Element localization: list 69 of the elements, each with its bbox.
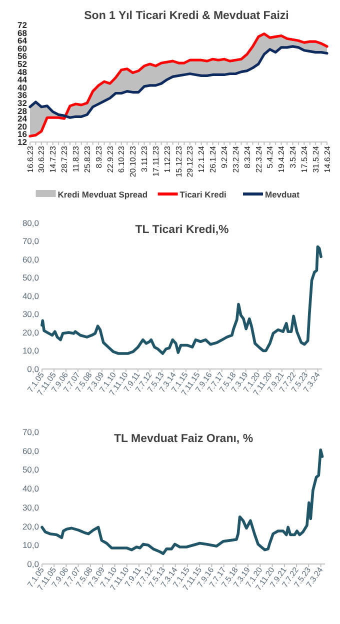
y-tick-label: 48 [18, 66, 28, 77]
x-tick-label: 3.11.23 [140, 145, 150, 172]
y-tick-label: 52 [18, 58, 28, 69]
y-tick-label: 80,0 [22, 218, 40, 228]
chart-title: TL Mevduat Faiz Oranı, % [114, 433, 254, 445]
y-tick-label: 60,0 [22, 254, 40, 264]
x-tick-label: 3.5.24 [288, 145, 298, 168]
x-tick-label: 29.12.23 [186, 145, 195, 178]
y-tick-label: 24 [18, 114, 28, 124]
y-tick-label: 44 [18, 74, 28, 85]
x-tick-label: 25.8.23 [82, 145, 92, 173]
y-tick-label: 40 [18, 82, 28, 92]
x-tick-label: 14.7.23 [48, 145, 58, 173]
legend-label: Ticari Kredi [180, 190, 226, 200]
y-tick-label: 28 [18, 106, 28, 116]
y-tick-label: 68 [18, 28, 28, 38]
x-tick-label: 30.6.23 [37, 145, 46, 173]
x-tick-label: 19.4.24 [277, 145, 286, 173]
legend-label: Kredi Mevduat Spread [58, 190, 148, 200]
y-tick-label: 32 [18, 98, 28, 108]
y-tick-label: 20 [18, 121, 28, 132]
y-tick-label: 40,0 [22, 290, 40, 301]
y-tick-label: 70,0 [22, 426, 40, 437]
y-tick-label: 0,0 [27, 558, 40, 569]
y-tick-label: 60,0 [22, 446, 40, 456]
y-tick-label: 50,0 [22, 272, 40, 283]
x-tick-label: 6.10.23 [117, 145, 126, 173]
y-tick-label: 20,0 [22, 327, 40, 338]
y-tick-label: 70,0 [22, 236, 40, 246]
y-tick-label: 30,0 [22, 502, 40, 512]
x-tick-label: 11.8.23 [71, 145, 80, 172]
x-tick-label: 16.6.23 [26, 145, 35, 173]
y-tick-label: 16 [18, 129, 28, 140]
y-tick-label: 56 [18, 51, 28, 62]
x-tick-label: 26.1.24 [208, 145, 218, 173]
x-tick-label: 8.9.23 [94, 145, 104, 168]
x-tick-label: 5.4.24 [266, 145, 275, 168]
x-tick-label: 20.10.23 [128, 145, 138, 178]
x-tick-label: 8.3.24 [242, 145, 252, 168]
line-series [28, 45, 328, 119]
line-series [40, 448, 324, 556]
y-tick-label: 72 [18, 20, 28, 30]
legend-label: Mevduat [265, 190, 300, 200]
x-tick-label: 14.6.24 [322, 145, 332, 173]
x-tick-label: 15.12.23 [174, 145, 184, 178]
y-tick-label: 12 [18, 136, 28, 147]
y-tick-label: 10,0 [22, 346, 40, 356]
x-tick-label: 17.5.24 [300, 145, 309, 173]
x-tick-label: 17.11.23 [151, 145, 160, 177]
x-tick-label: 22.3.24 [254, 145, 264, 173]
y-tick-label: 36 [18, 90, 28, 100]
x-tick-label: 28.7.23 [60, 145, 70, 173]
x-tick-label: 23.2.24 [231, 145, 240, 173]
x-tick-label: 22.9.23 [106, 145, 115, 173]
y-tick-label: 40,0 [22, 484, 40, 494]
y-tick-label: 64 [18, 36, 28, 46]
y-tick-label: 50,0 [22, 464, 40, 475]
chart-title: Son 1 Yıl Ticari Kredi & Mevduat Faizi [84, 10, 289, 22]
x-tick-label: 9.2.24 [220, 145, 229, 168]
chart-title: TL Ticari Kredi,% [135, 224, 229, 236]
line-series [40, 245, 322, 355]
x-tick-label: 12.1.24 [197, 145, 206, 173]
x-tick-label: 31.5.24 [311, 145, 320, 173]
x-tick-label: 1.12.23 [162, 145, 172, 173]
y-tick-label: 10,0 [22, 540, 40, 550]
y-tick-label: 20,0 [22, 521, 40, 532]
y-tick-label: 30,0 [22, 309, 40, 320]
y-tick-label: 0,0 [27, 364, 40, 374]
y-tick-label: 60 [18, 43, 28, 54]
